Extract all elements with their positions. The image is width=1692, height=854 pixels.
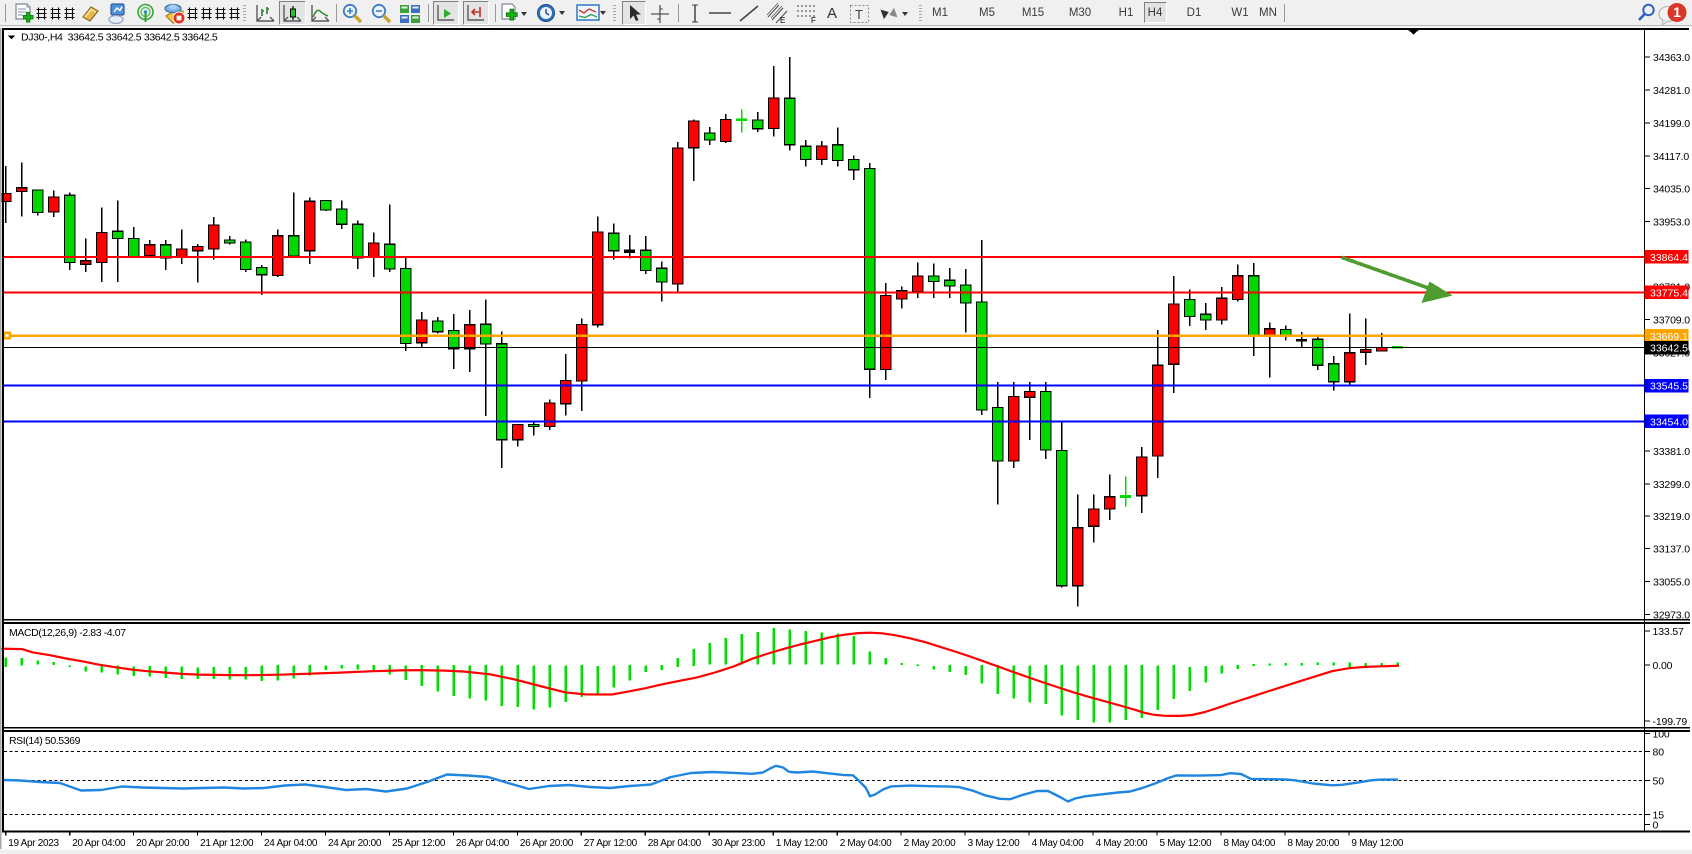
svg-text:1 May 12:00: 1 May 12:00 — [776, 838, 828, 849]
svg-text:33381.0: 33381.0 — [1653, 446, 1690, 458]
svg-text:2 May 20:00: 2 May 20:00 — [904, 838, 956, 849]
svg-text:DJ30-,H4 33642.5 33642.5 3364: DJ30-,H4 33642.5 33642.5 33642.5 33642.5 — [21, 32, 218, 44]
svg-text:3 May 12:00: 3 May 12:00 — [968, 838, 1020, 849]
svg-text:E: E — [780, 16, 785, 24]
svg-text:34117.0: 34117.0 — [1653, 151, 1689, 163]
svg-text:32973.0: 32973.0 — [1653, 609, 1690, 621]
svg-text:8 May 20:00: 8 May 20:00 — [1287, 838, 1339, 849]
svg-text:33669.1: 33669.1 — [1650, 331, 1688, 343]
svg-text:33864.4: 33864.4 — [1650, 252, 1688, 264]
svg-text:133.57: 133.57 — [1653, 626, 1685, 638]
svg-text:F: F — [811, 16, 816, 24]
svg-text:21 Apr 12:00: 21 Apr 12:00 — [200, 838, 254, 849]
svg-text:33299.0: 33299.0 — [1653, 479, 1690, 491]
svg-text:15: 15 — [1653, 809, 1665, 821]
svg-text:0: 0 — [1653, 820, 1659, 832]
svg-text:20 Apr 20:00: 20 Apr 20:00 — [136, 838, 190, 849]
svg-text:33545.5: 33545.5 — [1650, 381, 1688, 393]
svg-text:28 Apr 04:00: 28 Apr 04:00 — [648, 838, 702, 849]
svg-text:4 May 20:00: 4 May 20:00 — [1096, 838, 1148, 849]
svg-text:24 Apr 04:00: 24 Apr 04:00 — [264, 838, 318, 849]
svg-text:34281.0: 34281.0 — [1653, 85, 1690, 97]
svg-text:2 May 04:00: 2 May 04:00 — [840, 838, 892, 849]
svg-text:1: 1 — [1673, 4, 1681, 20]
svg-text:33137.0: 33137.0 — [1653, 544, 1690, 556]
svg-text:80: 80 — [1653, 747, 1665, 759]
svg-text:T: T — [855, 7, 863, 22]
svg-text:33709.0: 33709.0 — [1653, 314, 1690, 326]
svg-text:33953.0: 33953.0 — [1653, 217, 1690, 229]
svg-text:25 Apr 12:00: 25 Apr 12:00 — [392, 838, 446, 849]
svg-text:27 Apr 12:00: 27 Apr 12:00 — [584, 838, 638, 849]
svg-text:33055.0: 33055.0 — [1653, 577, 1690, 589]
svg-text:34035.0: 34035.0 — [1653, 184, 1690, 196]
svg-text:26 Apr 04:00: 26 Apr 04:00 — [456, 838, 510, 849]
svg-text:4 May 04:00: 4 May 04:00 — [1032, 838, 1084, 849]
svg-text:MACD(12,26,9) -2.83 -4.07: MACD(12,26,9) -2.83 -4.07 — [9, 627, 126, 639]
svg-text:RSI(14) 50.5369: RSI(14) 50.5369 — [9, 735, 81, 747]
svg-text:24 Apr 20:00: 24 Apr 20:00 — [328, 838, 382, 849]
svg-text:26 Apr 20:00: 26 Apr 20:00 — [520, 838, 574, 849]
svg-text:100: 100 — [1653, 729, 1670, 741]
svg-text:50: 50 — [1653, 775, 1665, 787]
svg-text:8 May 04:00: 8 May 04:00 — [1223, 838, 1275, 849]
svg-text:-199.79: -199.79 — [1653, 716, 1688, 728]
svg-text:33454.0: 33454.0 — [1650, 416, 1688, 428]
svg-text:34363.0: 34363.0 — [1653, 52, 1690, 64]
svg-text:33642.5: 33642.5 — [1650, 343, 1688, 355]
svg-text:5 May 12:00: 5 May 12:00 — [1160, 838, 1212, 849]
svg-text:19 Apr 2023: 19 Apr 2023 — [8, 838, 59, 849]
svg-text:33219.0: 33219.0 — [1653, 511, 1690, 523]
svg-text:0.00: 0.00 — [1653, 660, 1673, 672]
svg-text:34199.0: 34199.0 — [1653, 118, 1690, 130]
svg-text:30 Apr 23:00: 30 Apr 23:00 — [712, 838, 766, 849]
svg-text:20 Apr 04:00: 20 Apr 04:00 — [72, 838, 126, 849]
svg-text:9 May 12:00: 9 May 12:00 — [1351, 838, 1403, 849]
svg-text:33775.4: 33775.4 — [1650, 287, 1688, 299]
